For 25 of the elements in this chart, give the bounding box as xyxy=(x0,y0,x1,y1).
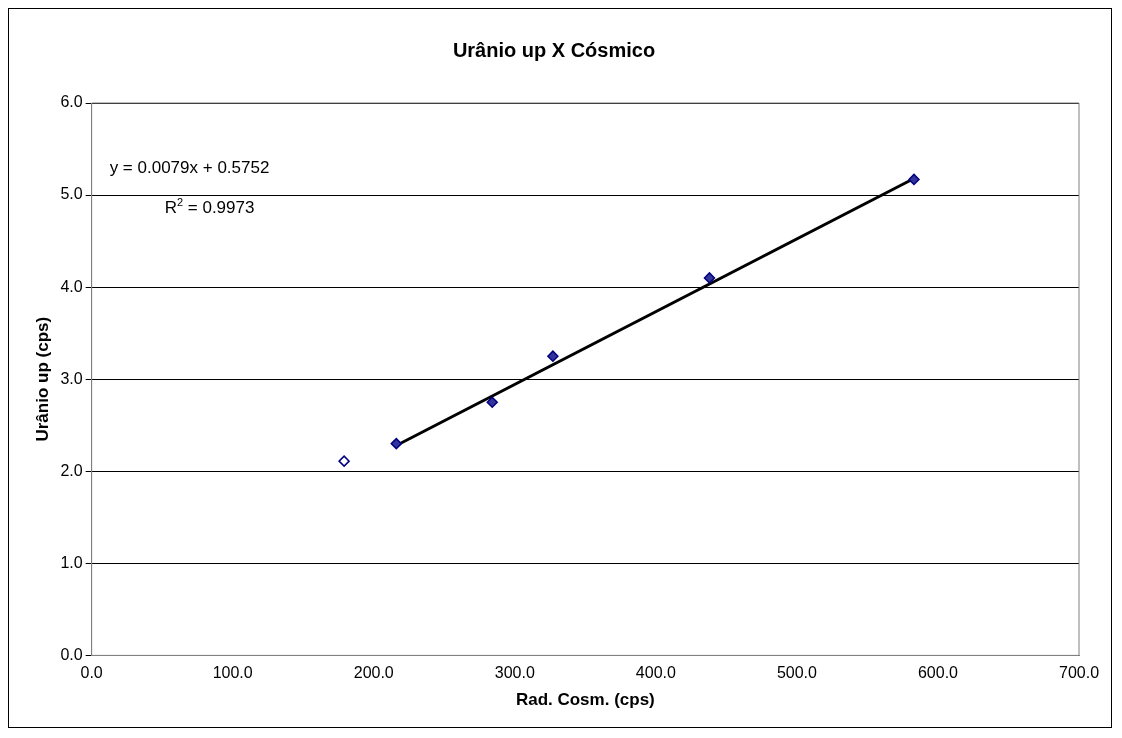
x-tick-label: 100.0 xyxy=(212,664,253,682)
x-tick-label: 600.0 xyxy=(917,664,959,682)
x-tick-label: 200.0 xyxy=(353,664,394,682)
y-tick-label: 1.0 xyxy=(60,553,83,571)
x-axis-title: Rad. Cosm. (cps) xyxy=(515,690,655,710)
y-tick-label: 6.0 xyxy=(60,93,83,111)
y-axis-title: Urânio up (cps) xyxy=(32,316,52,442)
point xyxy=(908,173,920,186)
point xyxy=(703,272,716,284)
y-tick-label: 5.0 xyxy=(60,185,83,203)
x-tick-label: 700.0 xyxy=(1058,664,1100,682)
y-tick-label: 0.0 xyxy=(60,645,83,663)
point xyxy=(338,455,350,467)
x-tick-label: 400.0 xyxy=(635,664,676,682)
point xyxy=(486,396,498,408)
x-tick-label: 0.0 xyxy=(80,664,103,682)
x-tick-label: 300.0 xyxy=(494,664,535,682)
point xyxy=(390,437,403,450)
x-tick-label: 500.0 xyxy=(776,664,818,682)
annotation: y = 0.0079x + 0.5752 xyxy=(109,158,270,177)
y-tick-label: 2.0 xyxy=(60,461,83,479)
chart-title: Urânio up X Cósmico xyxy=(452,38,656,61)
y-tick-label: 3.0 xyxy=(60,369,83,387)
y-tick-label: 4.0 xyxy=(60,277,83,295)
point xyxy=(547,350,559,362)
